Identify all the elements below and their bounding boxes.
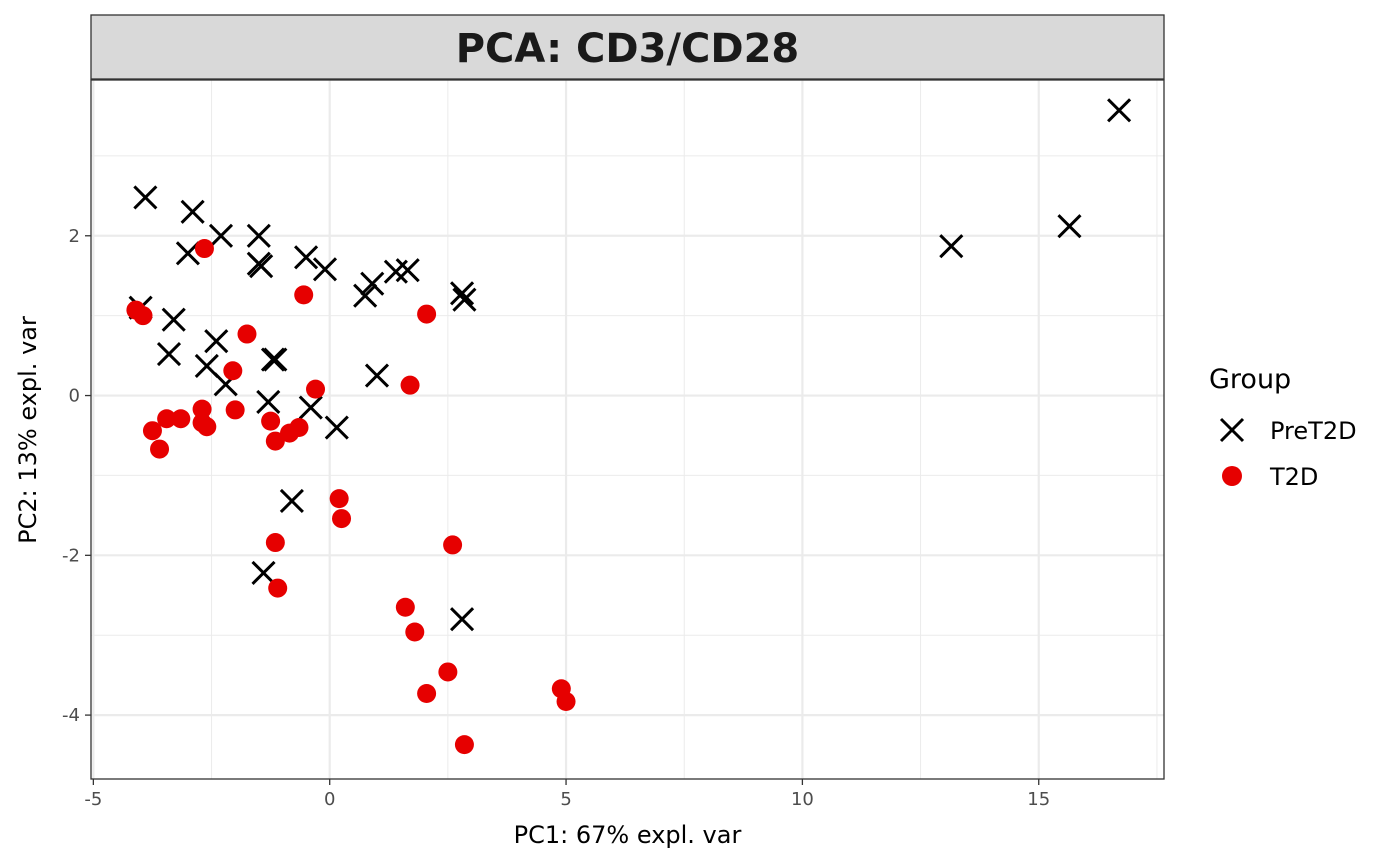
- pret2d-point: [395, 258, 420, 283]
- pret2d-point: [939, 234, 964, 259]
- pret2d-point: [161, 307, 186, 332]
- pret2d-point: [1057, 214, 1082, 239]
- x-axis-title: PC1: 67% expl. var: [514, 821, 742, 849]
- pret2d-point: [279, 488, 304, 514]
- t2d-point: [306, 379, 326, 399]
- t2d-point: [417, 304, 437, 324]
- pret2d-point: [246, 223, 271, 248]
- pret2d-point: [249, 254, 274, 279]
- t2d-point: [280, 423, 300, 443]
- pret2d-point: [194, 353, 219, 379]
- t2d-point: [171, 409, 191, 429]
- circle-marker-icon: [1222, 466, 1242, 486]
- plot-panel: [91, 80, 1164, 779]
- t2d-point: [225, 400, 245, 420]
- pret2d-point: [312, 257, 338, 282]
- pret2d-point: [298, 395, 323, 420]
- t2d-point: [197, 417, 217, 437]
- plot-panel-border: [90, 79, 1165, 780]
- pret2d-point: [263, 347, 288, 372]
- pret2d-point: [156, 341, 182, 367]
- t2d-point: [142, 421, 162, 441]
- facet-strip: PCA: CD3/CD28: [90, 14, 1165, 80]
- pret2d-point: [294, 245, 319, 270]
- legend-label-pret2d: PreT2D: [1270, 417, 1357, 445]
- x-axis: -5 0 5 10 15: [84, 779, 1050, 810]
- legend-title: Group: [1209, 364, 1291, 395]
- y-axis: -4 -2 0 2: [62, 226, 91, 726]
- legend-key-pret2d: [1219, 417, 1245, 443]
- t2d-point: [237, 324, 257, 344]
- t2d-point: [150, 439, 170, 459]
- pret2d-point: [260, 347, 286, 372]
- data-points: [126, 98, 1132, 755]
- t2d-point: [556, 692, 576, 712]
- pret2d-point: [180, 199, 205, 224]
- legend: Group PreT2D T2D: [1209, 364, 1357, 491]
- t2d-point: [268, 578, 288, 598]
- t2d-point: [438, 662, 458, 682]
- t2d-point: [417, 684, 437, 704]
- grid-lines: [91, 80, 1164, 779]
- cross-marker-icon: [1219, 417, 1245, 443]
- t2d-point: [329, 489, 349, 509]
- y-tick-label: 0: [69, 386, 80, 407]
- t2d-point: [400, 375, 420, 395]
- legend-key-t2d: [1222, 466, 1242, 486]
- chart-title: PCA: CD3/CD28: [456, 26, 800, 72]
- t2d-point: [261, 411, 281, 431]
- x-tick-label: 5: [560, 789, 571, 810]
- y-tick-label: 2: [69, 226, 80, 247]
- y-tick-label: -2: [62, 545, 80, 566]
- pret2d-point: [175, 241, 200, 266]
- pret2d-point: [360, 271, 385, 296]
- t2d-point: [443, 535, 463, 555]
- pret2d-point: [251, 560, 276, 585]
- facet-strip-background: [90, 14, 1165, 80]
- t2d-point: [223, 361, 243, 381]
- t2d-point: [395, 597, 415, 617]
- pret2d-point: [364, 363, 390, 388]
- pret2d-point: [208, 223, 234, 248]
- x-tick-label: 0: [324, 789, 335, 810]
- x-tick-label: 10: [791, 789, 814, 810]
- y-tick-label: -4: [62, 705, 80, 726]
- legend-label-t2d: T2D: [1269, 463, 1318, 491]
- pret2d-point: [1107, 98, 1132, 123]
- t2d-point: [194, 239, 214, 259]
- t2d-point: [454, 735, 474, 755]
- t2d-point: [332, 509, 352, 529]
- pret2d-point: [449, 607, 475, 632]
- pret2d-point: [449, 281, 475, 306]
- pret2d-point: [452, 287, 477, 312]
- pret2d-point: [204, 329, 229, 354]
- pret2d-point: [133, 185, 158, 210]
- pret2d-point: [256, 389, 281, 414]
- pret2d-point: [353, 283, 378, 308]
- x-tick-label: 15: [1027, 789, 1050, 810]
- pret2d-point: [324, 415, 349, 440]
- t2d-point: [133, 306, 153, 326]
- t2d-point: [157, 409, 177, 429]
- x-tick-label: -5: [84, 789, 102, 810]
- y-axis-title: PC2: 13% expl. var: [14, 316, 42, 544]
- t2d-point: [265, 431, 285, 451]
- t2d-point: [405, 622, 425, 642]
- t2d-point: [192, 399, 212, 419]
- t2d-point: [265, 533, 285, 553]
- t2d-point: [294, 285, 314, 305]
